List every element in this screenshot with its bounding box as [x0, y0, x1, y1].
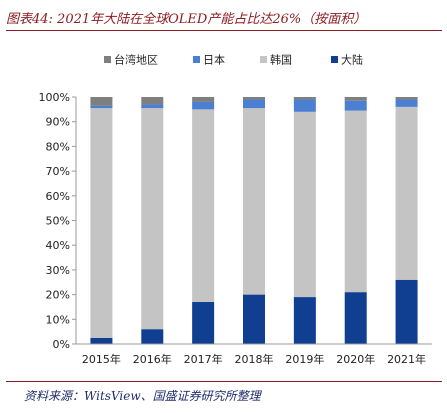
bar-segment-e5a4a7e99986 [90, 337, 113, 344]
bar-segment-e697a5e69cac [395, 99, 418, 107]
bar-segment-e99fa9e59bbd [243, 108, 265, 295]
x-axis: 2015年 2016年 2017年 2018年 2019年 2020年 2021年 [76, 343, 432, 366]
bar-segment-e5a4a7e99986 [141, 329, 164, 344]
x-tick-label: 2020年 [336, 352, 375, 366]
bar-segment-e5a4a7e99986 [344, 292, 367, 344]
bar-segment-e5a4a7e99986 [293, 297, 316, 344]
source-rule [6, 381, 442, 382]
x-tick-label: 2019年 [285, 352, 324, 366]
y-tick-label: 50% [46, 215, 70, 228]
bar-segment-e58fb0e6b9bee59cb0e58cba [141, 97, 164, 105]
bar-segment-e58fb0e6b9bee59cb0e58cba [243, 97, 265, 100]
legend-label: 台湾地区 [114, 53, 158, 67]
x-tick-label: 2015年 [82, 352, 121, 366]
legend-swatch [193, 56, 200, 63]
y-tick-label: 10% [46, 313, 70, 326]
y-tick-label: 30% [46, 264, 70, 277]
bar-segment-e697a5e69cac [192, 101, 215, 110]
bar-group-4 [293, 97, 316, 344]
title-rule [6, 30, 442, 31]
x-tick-label: 2017年 [184, 352, 223, 366]
bar-group-2 [192, 97, 215, 344]
source-note: 资料来源：WitsView、国盛证券研究所整理 [24, 389, 261, 403]
x-tick-label: 2021年 [387, 352, 426, 366]
y-axis: 0% 10% 20% 30% 40% 50% 60% 70% 80% 90% 100% [39, 91, 77, 351]
stacked-bar-chart: 台湾地区 日本 韩国 大陆 0% 10% 20% 30% 40% 50% 60% 70% 80% 90%… [39, 53, 432, 366]
bar-segment-e58fb0e6b9bee59cb0e58cba [192, 97, 215, 102]
bar-segment-e697a5e69cac [141, 104, 164, 109]
bar-segment-e99fa9e59bbd [344, 110, 367, 293]
bar-segment-e58fb0e6b9bee59cb0e58cba [344, 97, 367, 101]
y-tick-label: 20% [46, 289, 70, 302]
legend-swatch [260, 56, 267, 63]
bar-segment-e697a5e69cac [344, 100, 367, 111]
y-tick-label: 40% [46, 239, 70, 252]
bar-segment-e99fa9e59bbd [395, 106, 418, 280]
bar-group-1 [141, 97, 164, 344]
bar-segment-e697a5e69cac [293, 99, 316, 112]
y-tick-label: 80% [46, 140, 70, 153]
x-tick-label: 2016年 [133, 352, 172, 366]
figure-title: 图表44: 2021年大陆在全球OLED产能占比达26%（按面积） [6, 12, 367, 27]
bar-segment-e697a5e69cac [243, 99, 265, 109]
bar-segment-e5a4a7e99986 [395, 279, 418, 344]
legend-item-e5a4a7e99986: 大陆 [331, 53, 363, 67]
legend-label: 韩国 [270, 53, 292, 67]
chart-legend: 台湾地区 日本 韩国 大陆 [104, 53, 363, 67]
bar-segment-e58fb0e6b9bee59cb0e58cba [90, 97, 113, 106]
bar-segment-e99fa9e59bbd [293, 111, 316, 298]
bar-segment-e58fb0e6b9bee59cb0e58cba [293, 97, 316, 100]
bars [90, 97, 418, 344]
bar-segment-e99fa9e59bbd [192, 109, 215, 303]
y-tick-label: 100% [39, 91, 70, 104]
y-tick-label: 70% [46, 165, 70, 178]
bar-group-6 [395, 97, 418, 344]
legend-item-e697a5e69cac: 日本 [193, 53, 225, 67]
bar-segment-e99fa9e59bbd [141, 108, 164, 330]
bar-group-5 [344, 97, 367, 344]
bar-group-0 [90, 97, 113, 344]
bar-group-3 [243, 97, 265, 344]
legend-label: 大陆 [341, 53, 363, 67]
bar-segment-e58fb0e6b9bee59cb0e58cba [395, 97, 418, 100]
bar-segment-e99fa9e59bbd [90, 108, 113, 338]
legend-item-e58fb0e6b9bee59cb0e58cba: 台湾地区 [104, 53, 158, 67]
bar-segment-e5a4a7e99986 [243, 294, 265, 344]
x-tick-label: 2018年 [235, 352, 274, 366]
bar-segment-e5a4a7e99986 [192, 302, 215, 344]
legend-label: 日本 [203, 53, 225, 67]
y-tick-label: 60% [46, 190, 70, 203]
legend-swatch [331, 56, 338, 63]
legend-swatch [104, 56, 111, 63]
legend-item-e99fa9e59bbd: 韩国 [260, 53, 292, 67]
y-tick-label: 0% [53, 338, 70, 351]
y-tick-label: 90% [46, 116, 70, 129]
bar-segment-e697a5e69cac [90, 105, 113, 109]
